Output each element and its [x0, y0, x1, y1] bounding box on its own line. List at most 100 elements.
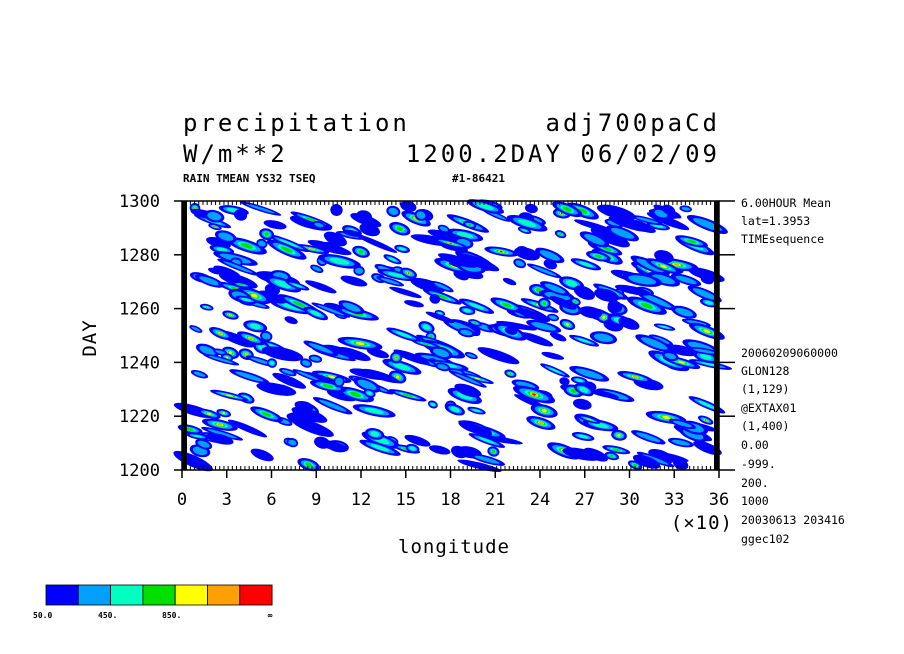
right-edge-band [714, 201, 719, 470]
precip-patch [190, 369, 209, 379]
x-tick-label: 12 [351, 490, 371, 510]
precip-patch [588, 389, 619, 399]
precip-patch [208, 267, 222, 275]
precip-patch [604, 451, 619, 461]
precip-patch [661, 204, 676, 215]
colorbar-label: 450. [98, 611, 117, 620]
precip-patch [667, 437, 694, 448]
precip-patch [229, 369, 270, 384]
precip-patch [477, 347, 520, 365]
precip-patch [204, 209, 225, 223]
precip-patch [540, 281, 570, 296]
minor-ticks [181, 201, 720, 470]
precip-patch [502, 277, 517, 286]
precip-patch [425, 311, 455, 323]
precip-patch [614, 284, 651, 296]
precip-patch [400, 267, 417, 279]
y-tick-label: 1280 [119, 246, 160, 266]
precip-patch [352, 404, 396, 418]
x-multiplier-label: (×10) [671, 512, 733, 534]
precip-patch [232, 281, 251, 289]
precip-patch [570, 258, 602, 271]
precip-patch [429, 346, 453, 360]
precip-patch [217, 258, 259, 276]
side-info-line: -999. [741, 457, 776, 471]
side-info-line: 20060209060000 [741, 346, 838, 360]
precip-patch [237, 287, 272, 304]
precip-patch [457, 327, 475, 338]
precip-patch [189, 325, 203, 333]
precip-patch [538, 289, 576, 303]
precip-patch [389, 286, 422, 299]
precip-patch [467, 406, 486, 415]
colorbar-swatch [45, 584, 79, 606]
precip-patch [459, 298, 495, 314]
precip-patch [383, 254, 402, 265]
precip-patch [362, 368, 400, 384]
precip-patch [386, 327, 422, 343]
precip-patch [535, 247, 565, 264]
precip-patch [590, 227, 630, 248]
precip-patch [291, 406, 328, 423]
precip-patch [312, 220, 326, 230]
x-tick-label: 6 [266, 490, 276, 510]
precip-patch [487, 446, 500, 457]
precip-patch [570, 376, 588, 385]
precip-patch [266, 358, 278, 368]
precip-patch [550, 332, 567, 342]
precip-patch [388, 389, 427, 402]
x-tick-label: 27 [575, 490, 595, 510]
precip-patch [632, 454, 661, 469]
precip-patch [596, 204, 636, 221]
precip-patch [484, 246, 519, 257]
precip-patch [389, 221, 411, 236]
left-edge-band [182, 201, 187, 470]
precip-patch [350, 213, 382, 228]
precip-patch [260, 330, 273, 342]
precip-patch [549, 296, 577, 310]
precip-patch [312, 396, 353, 415]
precip-patch [583, 447, 608, 462]
colorbar: 50.0 450. 850. ∞ [33, 584, 273, 620]
colorbar-swatch [77, 584, 112, 606]
precip-patch [608, 216, 650, 232]
precip-patch [285, 280, 310, 291]
precip-patch [405, 443, 420, 454]
x-axis-label: longitude [398, 536, 510, 558]
precip-patch [394, 244, 410, 253]
precip-patch [666, 344, 698, 357]
precip-patch [250, 448, 274, 462]
precip-patch [393, 349, 431, 365]
precip-patch [537, 297, 551, 310]
precip-patch [468, 433, 506, 448]
precip-patch [303, 340, 339, 357]
precip-patch [195, 438, 213, 450]
precip-patch [526, 263, 562, 279]
precip-patch [554, 230, 567, 239]
precip-patch [636, 291, 678, 311]
precip-patch [456, 253, 500, 272]
precip-patch [573, 285, 595, 300]
precip-patch [631, 215, 663, 226]
precip-patch [197, 408, 221, 419]
precip-patch [294, 400, 314, 412]
precip-patch [648, 334, 674, 346]
precip-patch [194, 274, 224, 288]
precip-patch [201, 418, 238, 431]
side-info-line: (1,400) [741, 419, 789, 433]
precip-patch [300, 358, 313, 368]
x-tick-label: 15 [396, 490, 416, 510]
precip-patch [495, 320, 537, 331]
precip-patch [411, 339, 441, 349]
precip-patch [307, 240, 352, 256]
precip-patch [209, 327, 233, 340]
precip-field [173, 199, 733, 473]
precip-patch [504, 326, 518, 335]
precip-patch [463, 220, 477, 229]
precip-patch [517, 226, 532, 234]
side-info-line: 200. [741, 476, 769, 490]
side-info-panel: 6.00HOUR Mean lat=1.3953 TIMEsequence 20060… [741, 196, 845, 546]
precip-patch [466, 199, 505, 215]
side-info-line: 20030613 203416 [741, 513, 845, 527]
precip-patch [606, 225, 639, 242]
